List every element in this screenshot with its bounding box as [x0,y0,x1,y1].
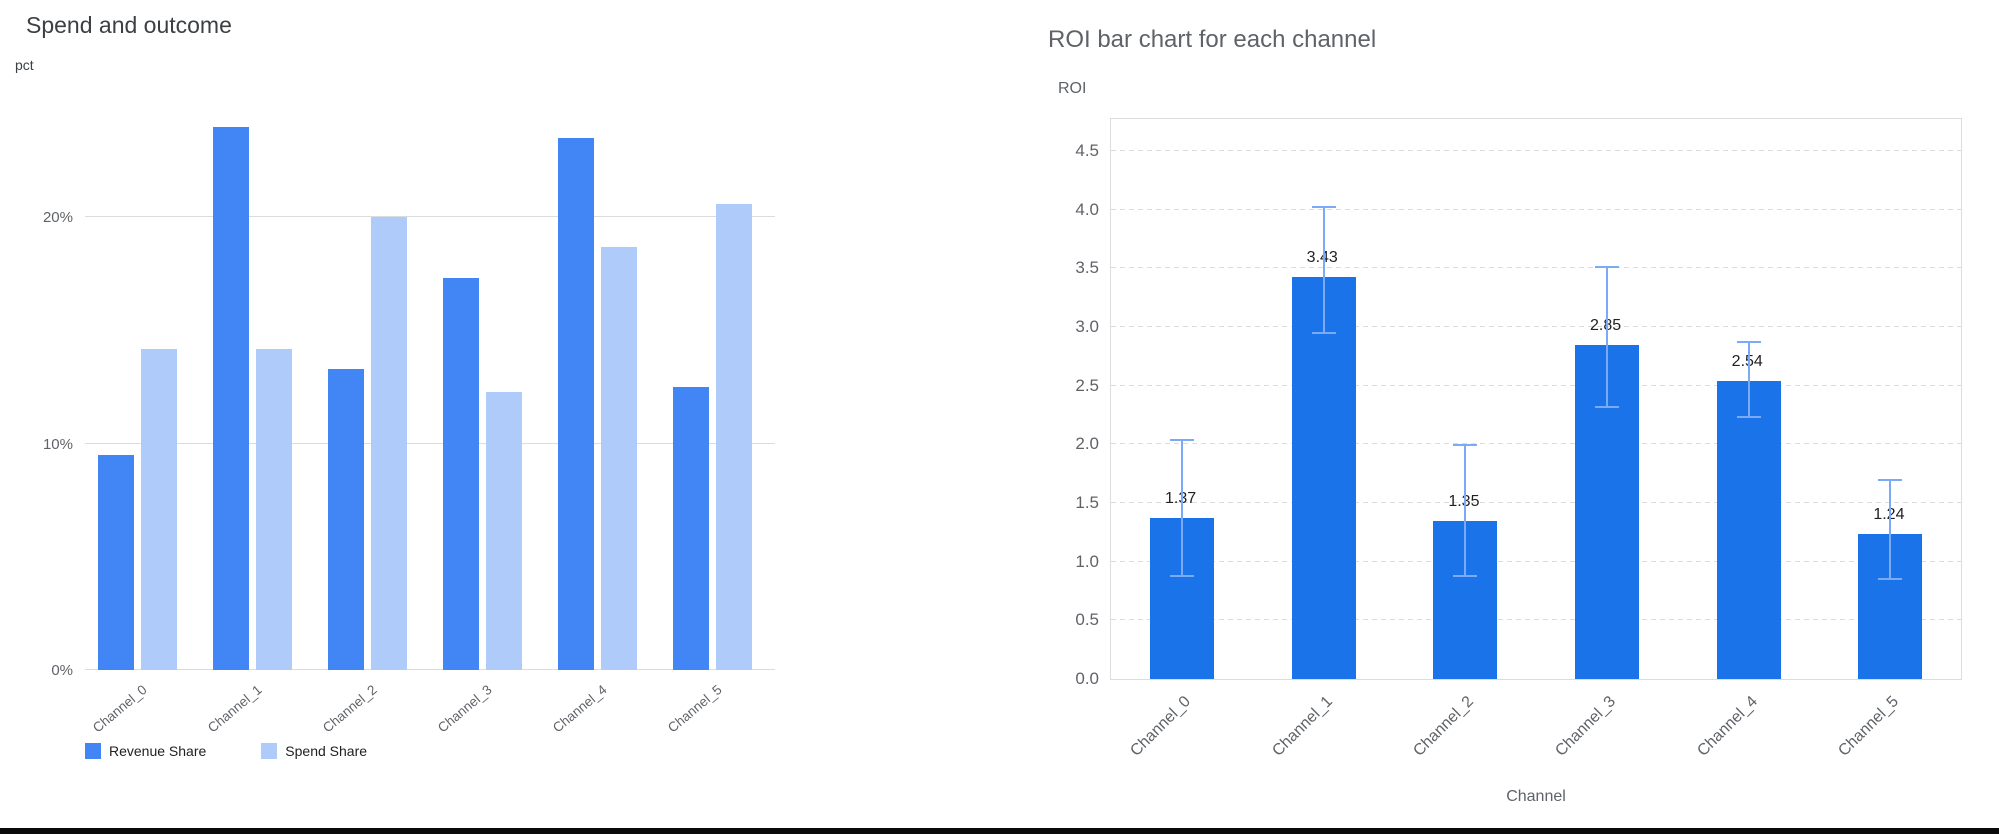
left-chart-legend: Revenue Share Spend Share [85,743,367,759]
gridline [1111,384,1961,386]
y-axis-tick-label: 4.5 [1075,140,1099,160]
error-bar-line [1322,207,1325,333]
error-bar-cap [1169,438,1194,441]
gridline [1111,501,1961,503]
right-chart-x-axis-title: Channel [1506,788,1566,805]
error-bar-cap [1169,574,1194,577]
gridline [1111,443,1961,445]
right-chart-y-axis-title: ROI [1058,80,1087,97]
x-axis-tick-label: Channel_2 [1410,693,1478,760]
error-bar-cap [1878,478,1903,481]
error-bar-cap [1736,341,1761,344]
bar-spend-share-channel_3 [486,391,522,670]
error-bar-cap [1736,416,1761,419]
gridline [1111,325,1961,327]
error-bar-line [1889,479,1892,580]
error-bar-cap [1453,574,1478,577]
legend-item: Spend Share [261,743,367,759]
y-axis-tick-label: 2.0 [1075,434,1099,454]
bar-value-label: 1.37 [1165,490,1196,508]
y-axis-tick-label: 3.0 [1075,316,1099,336]
bar-spend-share-channel_1 [256,348,292,670]
error-bar-cap [1594,266,1619,269]
bar-spend-share-channel_4 [601,246,637,670]
bar-value-label: 2.54 [1732,353,1763,371]
bar-value-label: 1.24 [1873,506,1904,524]
y-axis-tick-label: 4.0 [1075,199,1099,219]
error-bar-line [1747,342,1750,418]
right-chart-title: ROI bar chart for each channel [1048,26,1377,53]
bar-spend-share-channel_0 [141,348,177,670]
x-axis-tick-label: Channel_1 [1268,693,1336,760]
y-axis-tick-label: 1.0 [1075,551,1099,571]
left-chart-y-axis-title: pct [15,57,34,73]
x-axis-tick-label: Channel_3 [1552,693,1619,760]
y-axis-tick-label: 3.5 [1075,258,1099,278]
legend-swatch [261,743,278,759]
y-axis-tick-label: 0% [51,662,73,679]
bar-revenue-share-channel_0 [98,454,134,670]
x-axis-tick-label: Channel_5 [1835,693,1903,760]
error-bar-line [1464,445,1467,576]
bar-channel_4 [1716,380,1781,679]
bar-channel_1 [1291,276,1356,679]
gridline [1111,208,1961,210]
y-axis-tick-label: 0.5 [1075,610,1099,630]
bar-spend-share-channel_5 [716,203,752,670]
gridline [85,669,775,670]
left-chart-plot-area: 0% 10% 20% Channel_0 Channel_1 Channel_2 Chann… [43,95,775,735]
bar-value-label: 1.35 [1448,493,1479,511]
y-axis-tick-label: 20% [42,209,73,227]
legend-swatch [85,743,101,759]
gridline [85,216,775,218]
error-bar-cap [1311,206,1336,209]
bar-revenue-share-channel_2 [328,368,364,670]
error-bar-cap [1311,331,1336,334]
legend-label: Spend Share [285,743,368,759]
y-axis-tick-label: 10% [42,435,73,453]
legend-label: Revenue Share [109,743,207,759]
gridline [1111,267,1961,269]
y-axis-tick-label: 1.5 [1075,492,1099,512]
bar-revenue-share-channel_1 [213,126,249,670]
left-chart-title: Spend and outcome [26,12,232,38]
gridline [85,442,775,444]
error-bar-cap [1453,444,1478,447]
window-bottom-border [0,828,1999,834]
gridline [1111,149,1961,151]
y-axis-tick-label: 0.0 [1075,669,1099,688]
gridline [1111,560,1961,562]
error-bar-cap [1878,578,1903,581]
bar-revenue-share-channel_5 [673,387,709,670]
x-axis-tick-label: Channel_4 [1693,693,1761,760]
x-axis-tick-label: Channel_0 [1127,693,1194,760]
x-axis-tick-label: Channel_5 [664,682,725,736]
bar-value-label: 3.43 [1307,249,1338,267]
bar-value-label: 2.85 [1590,317,1621,335]
bar-spend-share-channel_2 [371,217,407,670]
legend-item: Revenue Share [85,743,206,759]
error-bar-cap [1594,405,1619,408]
gridline [1111,619,1961,621]
x-axis-tick-label: Channel_3 [434,682,495,736]
right-chart-plot-area: 0.0 0.5 1.0 1.5 2.0 2.5 3.0 3.5 4.0 4.5 1.37 3.43 1.… [1075,118,1962,760]
bar-revenue-share-channel_4 [558,138,594,670]
bar-revenue-share-channel_3 [443,278,479,670]
y-axis-tick-label: 2.5 [1075,375,1099,395]
x-axis-tick-label: Channel_4 [549,682,610,736]
error-bar-line [1605,267,1608,407]
error-bar-line [1180,439,1183,576]
